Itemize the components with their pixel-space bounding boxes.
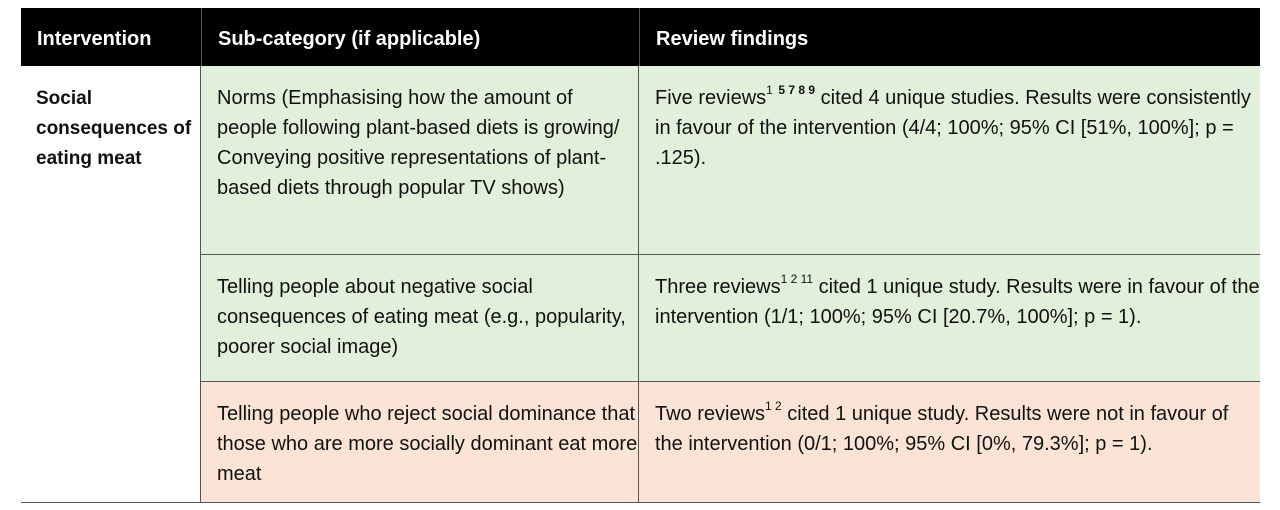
findings-cell: Five reviews1 5 7 8 9 cited 4 unique stu… <box>639 66 1260 254</box>
reference-superscript: 1 <box>766 83 773 98</box>
header-review-findings: Review findings <box>639 8 1260 66</box>
reference-superscript: 1 2 11 <box>780 272 814 287</box>
header-subcategory: Sub-category (if applicable) <box>201 8 639 66</box>
findings-cell: Two reviews1 2 cited 1 unique study. Res… <box>639 382 1260 502</box>
findings-lead: Three reviews <box>655 276 781 298</box>
findings-lead: Five reviews <box>655 87 767 109</box>
table-row: Telling people about negative social con… <box>201 255 1260 382</box>
findings-cell: Three reviews1 2 11 cited 1 unique study… <box>639 255 1260 381</box>
table-body: Social consequences of eating meat Norms… <box>21 66 1260 503</box>
findings-text: cited 1 unique study. Results were in fa… <box>655 276 1260 328</box>
reference-superscript: 1 2 <box>765 399 782 414</box>
table-row: Norms (Emphasising how the amount of peo… <box>201 66 1260 255</box>
header-intervention: Intervention <box>37 28 152 50</box>
findings-text: cited 1 unique study. Results were not i… <box>655 403 1229 455</box>
subcategory-cell: Norms (Emphasising how the amount of peo… <box>201 66 639 254</box>
findings-lead: Two reviews <box>655 403 766 425</box>
table-header: Intervention Sub-category (if applicable… <box>21 8 1260 66</box>
intervention-cell: Social consequences of eating meat <box>21 66 201 502</box>
findings-table: Intervention Sub-category (if applicable… <box>21 8 1260 503</box>
subcategory-cell: Telling people who reject social dominan… <box>201 382 639 502</box>
findings-text: cited 4 unique studies. Results were con… <box>655 87 1251 169</box>
subcategory-rows: Norms (Emphasising how the amount of peo… <box>201 66 1260 502</box>
table-row: Telling people who reject social dominan… <box>201 382 1260 502</box>
subcategory-cell: Telling people about negative social con… <box>201 255 639 381</box>
reference-superscript-bold: 5 7 8 9 <box>778 83 816 98</box>
